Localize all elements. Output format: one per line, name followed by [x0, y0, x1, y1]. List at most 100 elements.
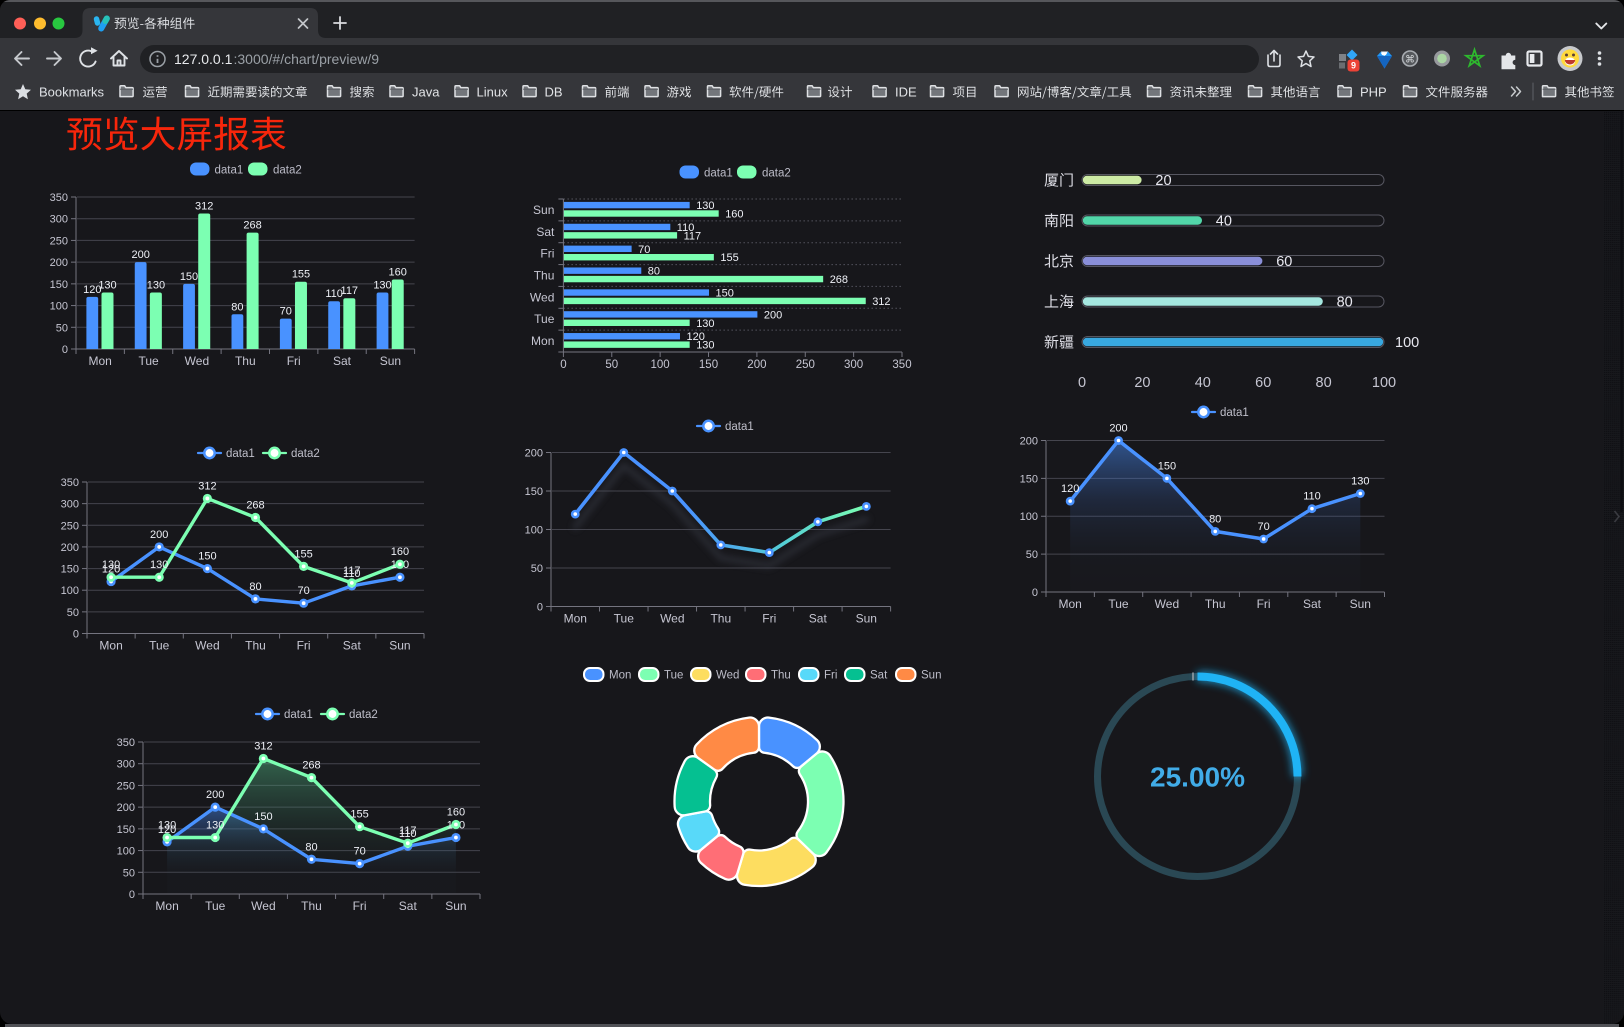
svg-text:Sun: Sun — [389, 639, 410, 653]
svg-text:200: 200 — [747, 359, 766, 371]
svg-text:100: 100 — [50, 301, 68, 313]
svg-text:312: 312 — [872, 296, 890, 308]
svg-text:200: 200 — [61, 542, 79, 554]
svg-text:200: 200 — [525, 448, 543, 460]
svg-text:130: 130 — [373, 280, 391, 292]
svg-text:100: 100 — [117, 846, 135, 858]
svg-text:Tue: Tue — [138, 354, 159, 368]
svg-text:250: 250 — [117, 780, 135, 792]
svg-text:150: 150 — [1158, 460, 1176, 472]
svg-text:20: 20 — [1134, 375, 1150, 391]
svg-text:Mon: Mon — [155, 899, 178, 913]
svg-text:Tue: Tue — [664, 670, 683, 682]
svg-text:100: 100 — [1372, 375, 1396, 391]
svg-text:25.00%: 25.00% — [1150, 762, 1245, 793]
svg-text:Sat: Sat — [1303, 597, 1322, 611]
svg-text:117: 117 — [343, 565, 361, 577]
svg-text:data1: data1 — [1220, 407, 1249, 419]
svg-text:350: 350 — [892, 359, 911, 371]
svg-text:data2: data2 — [273, 165, 302, 177]
svg-text:50: 50 — [531, 563, 543, 575]
svg-text:Sun: Sun — [533, 203, 554, 217]
svg-text:Fri: Fri — [297, 639, 311, 653]
svg-text:250: 250 — [61, 520, 79, 532]
svg-text:Thu: Thu — [301, 899, 322, 913]
svg-text:155: 155 — [292, 269, 310, 281]
svg-text:350: 350 — [50, 192, 68, 204]
svg-text:80: 80 — [249, 581, 261, 593]
svg-text:Thu: Thu — [235, 354, 256, 368]
svg-text:9: 9 — [1351, 61, 1356, 71]
svg-text:250: 250 — [796, 359, 815, 371]
svg-text:127.0.0.1: 127.0.0.1 — [174, 51, 233, 67]
svg-text:data1: data1 — [226, 448, 255, 460]
svg-text:250: 250 — [50, 235, 68, 247]
svg-text:data1: data1 — [284, 709, 313, 721]
svg-text:200: 200 — [764, 309, 782, 321]
svg-text:Sat: Sat — [343, 639, 362, 653]
svg-text:160: 160 — [389, 267, 407, 279]
svg-text:Mon: Mon — [531, 334, 554, 348]
svg-text:268: 268 — [302, 760, 320, 772]
svg-text:data1: data1 — [215, 165, 244, 177]
svg-text:Sun: Sun — [1350, 597, 1371, 611]
svg-text:150: 150 — [1020, 473, 1038, 485]
svg-text:200: 200 — [150, 529, 168, 541]
svg-text:70: 70 — [297, 585, 309, 597]
svg-text:Thu: Thu — [771, 670, 791, 682]
svg-text:200: 200 — [132, 249, 150, 261]
svg-text:350: 350 — [61, 477, 79, 489]
svg-text:160: 160 — [391, 546, 409, 558]
svg-text:80: 80 — [1337, 295, 1353, 311]
svg-text:70: 70 — [353, 846, 365, 858]
svg-text:300: 300 — [844, 359, 863, 371]
svg-text:200: 200 — [1020, 436, 1038, 448]
svg-text:Bookmarks: Bookmarks — [39, 85, 105, 100]
svg-text:117: 117 — [684, 230, 702, 242]
svg-text:20: 20 — [1155, 173, 1171, 189]
svg-text:0: 0 — [1078, 375, 1086, 391]
svg-text:150: 150 — [50, 279, 68, 291]
svg-text:Fri: Fri — [824, 670, 837, 682]
svg-text:155: 155 — [720, 252, 738, 264]
svg-text:70: 70 — [638, 244, 650, 256]
svg-text:40: 40 — [1216, 214, 1232, 230]
svg-text:300: 300 — [61, 499, 79, 511]
svg-text:268: 268 — [246, 500, 264, 512]
svg-text:0: 0 — [73, 629, 79, 641]
svg-text:110: 110 — [399, 828, 417, 840]
svg-text:Mon: Mon — [89, 354, 112, 368]
svg-text:300: 300 — [50, 214, 68, 226]
svg-text:50: 50 — [123, 867, 135, 879]
svg-text:80: 80 — [1316, 375, 1332, 391]
svg-text:155: 155 — [294, 548, 312, 560]
svg-text:120: 120 — [158, 824, 176, 836]
svg-text:80: 80 — [648, 266, 660, 278]
svg-text:Fri: Fri — [762, 612, 776, 626]
svg-text:150: 150 — [198, 551, 216, 563]
svg-text:150: 150 — [716, 288, 734, 300]
svg-text:130: 130 — [158, 820, 176, 832]
svg-text:80: 80 — [1209, 513, 1221, 525]
svg-text:50: 50 — [67, 607, 79, 619]
svg-text:Tue: Tue — [149, 639, 170, 653]
svg-text:60: 60 — [1276, 254, 1292, 270]
svg-text:Wed: Wed — [1155, 597, 1179, 611]
svg-text:130: 130 — [206, 820, 224, 832]
svg-text:Sat: Sat — [536, 225, 555, 239]
svg-text:50: 50 — [56, 322, 68, 334]
svg-text:data2: data2 — [291, 448, 320, 460]
svg-text:Wed: Wed — [251, 899, 275, 913]
svg-text:110: 110 — [677, 222, 695, 234]
svg-text:268: 268 — [243, 220, 261, 232]
svg-text:60: 60 — [1255, 375, 1271, 391]
svg-text:100: 100 — [525, 525, 543, 537]
svg-text:Tue: Tue — [1108, 597, 1129, 611]
svg-text:130: 130 — [696, 200, 714, 212]
svg-text:130: 130 — [696, 318, 714, 330]
svg-text:Wed: Wed — [530, 290, 554, 304]
svg-text:PHP: PHP — [1360, 85, 1387, 100]
svg-text:300: 300 — [117, 759, 135, 771]
svg-text:110: 110 — [1303, 491, 1321, 503]
svg-text:100: 100 — [61, 585, 79, 597]
